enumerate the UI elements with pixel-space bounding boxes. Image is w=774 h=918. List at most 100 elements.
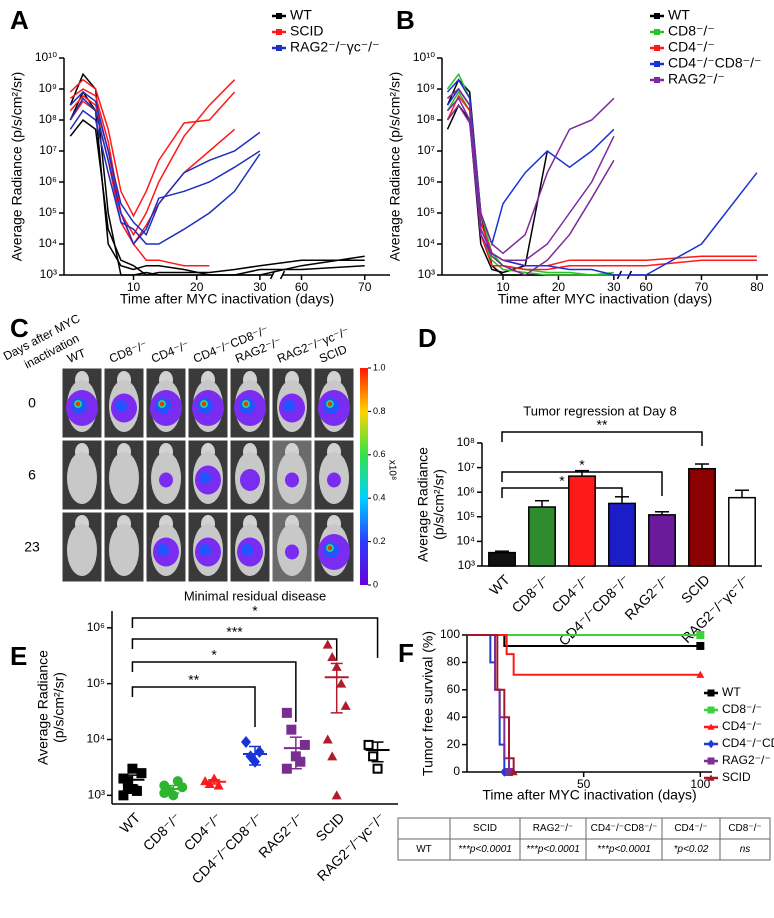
colorbar-tick-label: 0.8 <box>373 406 386 416</box>
y-tick-label: 10⁹ <box>417 81 436 95</box>
signal <box>283 400 295 412</box>
y-tick-label: 10⁸ <box>39 112 57 126</box>
y-tick-label: 10⁵ <box>417 205 435 219</box>
x-axis-label: Time after MYC inactivation (days) <box>120 291 334 307</box>
data-line <box>446 78 614 276</box>
x-tick-label: CD8⁻/⁻ <box>140 809 184 853</box>
signal <box>159 472 173 488</box>
data-point <box>281 707 292 718</box>
signal <box>199 472 211 484</box>
x-tick-label: 80 <box>750 280 764 294</box>
panel-letter: F <box>398 638 414 668</box>
data-point <box>213 780 224 790</box>
y-axis-label: Tumor free survival (%) <box>420 631 436 776</box>
signal <box>240 469 260 491</box>
signal <box>160 402 164 406</box>
legend-label: SCID <box>290 23 323 39</box>
bar <box>488 551 516 567</box>
signal <box>76 402 80 406</box>
y-tick-label: 10⁴ <box>38 236 57 250</box>
table-cell: ***p<0.0001 <box>526 844 580 855</box>
x-axis-label: Time after MYC inactivation (days) <box>498 291 712 307</box>
end-marker <box>505 768 513 776</box>
y-tick-label: 10⁴ <box>456 534 475 548</box>
x-tick-label: 60 <box>639 280 653 294</box>
mouse-body <box>109 524 139 576</box>
colorbar-tick-label: 1.0 <box>373 362 386 372</box>
survival-line <box>467 634 510 772</box>
end-marker <box>696 670 705 678</box>
y-axis-label: Average Radiance <box>415 447 431 562</box>
y-tick-label: 10¹⁰ <box>413 50 435 64</box>
data-point <box>299 739 310 750</box>
data-line <box>446 94 757 271</box>
data-line <box>446 72 614 276</box>
legend-marker <box>707 706 715 714</box>
table-cell: *p<0.02 <box>674 844 709 855</box>
y-tick-label: 10⁸ <box>417 112 435 126</box>
significance-label: ** <box>188 672 199 688</box>
data-point <box>127 763 138 774</box>
y-tick-label: 10⁴ <box>86 732 105 746</box>
y-tick-label: 10⁵ <box>39 205 57 219</box>
x-tick-label: SCID <box>312 809 347 844</box>
signal <box>327 472 341 488</box>
data-line <box>447 87 615 255</box>
table-cell: ns <box>740 844 751 855</box>
column-label: CD8⁻/⁻ <box>107 338 149 366</box>
y-tick-label: 10⁶ <box>457 484 475 498</box>
legend-label: CD4⁻/⁻CD8⁻/⁻ <box>668 55 761 71</box>
x-tick-label: 20 <box>190 280 204 294</box>
signal <box>241 544 253 556</box>
row-label: 23 <box>24 539 40 555</box>
y-tick-label: 10⁷ <box>417 143 435 157</box>
significance-bracket <box>131 686 256 727</box>
legend-marker <box>654 13 660 19</box>
data-point <box>122 776 133 787</box>
bar <box>688 467 716 567</box>
data-point <box>327 751 338 761</box>
x-tick-label: RAG2⁻/⁻ <box>255 809 306 860</box>
signal <box>115 400 127 412</box>
mouse-body <box>67 452 97 504</box>
data-point <box>331 790 342 800</box>
signal <box>157 544 169 556</box>
y-tick-label: 10⁵ <box>457 509 475 523</box>
legend-marker <box>654 45 660 51</box>
colorbar-tick-label: 0.6 <box>373 449 386 459</box>
y-tick-label: 100 <box>440 627 460 641</box>
colorbar-tick-label: 0 <box>373 579 378 589</box>
legend-marker <box>654 61 660 67</box>
signal <box>285 472 299 488</box>
data-point <box>322 734 333 744</box>
y-tick-label: 20 <box>447 737 461 751</box>
data-line <box>446 87 758 276</box>
table-header: RAG2⁻/⁻ <box>533 823 574 834</box>
y-tick-label: 10⁶ <box>39 174 57 188</box>
x-tick-label: 30 <box>253 280 267 294</box>
signal <box>202 402 206 406</box>
mouse-body <box>109 452 139 504</box>
x-tick-label: 10 <box>496 280 510 294</box>
legend-label: CD4⁻/⁻ <box>722 719 762 733</box>
panel-letter: B <box>396 5 415 35</box>
data-point <box>254 745 265 758</box>
row-label: 6 <box>28 467 36 483</box>
y-tick-label: 80 <box>447 655 461 669</box>
data-line <box>69 100 210 267</box>
survival-line <box>467 634 515 772</box>
significance-bracket <box>501 431 703 446</box>
signal <box>328 546 332 550</box>
y-axis-label: Average Radiance (p/s/cm²/sr) <box>387 72 403 262</box>
y-tick-label: 0 <box>453 764 460 778</box>
end-marker <box>696 631 705 639</box>
y-axis-label: (p/s/cm²/sr) <box>431 469 447 540</box>
y-tick-label: 10⁹ <box>39 81 58 95</box>
data-point <box>340 700 351 710</box>
y-tick-label: 10⁶ <box>87 620 105 634</box>
bar <box>648 514 676 567</box>
panel-letter: E <box>10 641 27 671</box>
data-line <box>69 91 261 237</box>
significance-bracket <box>131 638 338 661</box>
y-tick-label: 10⁸ <box>457 435 475 449</box>
